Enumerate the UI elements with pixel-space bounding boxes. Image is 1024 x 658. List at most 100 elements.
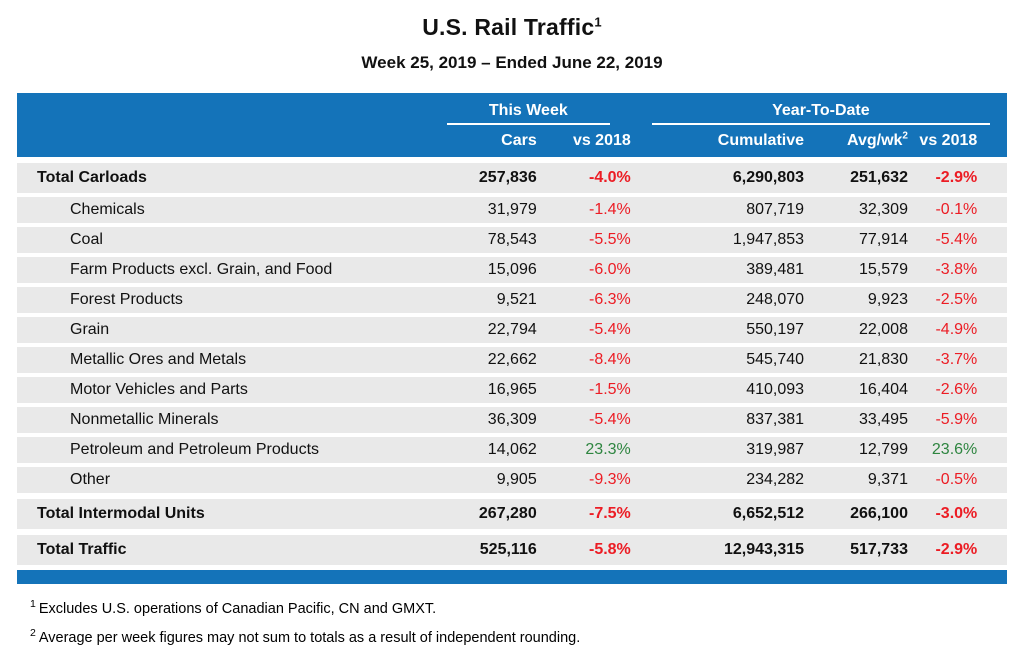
category-label: Nonmetallic Minerals xyxy=(70,411,219,428)
cell-avg-per-week: 33,495 xyxy=(859,411,908,428)
cell-vs2018-week: -6.0% xyxy=(588,261,631,278)
cell-vs2018-week: 23.3% xyxy=(585,441,631,458)
cell-cumulative: 6,652,512 xyxy=(732,505,805,522)
cell-vs2018-week: -1.5% xyxy=(588,381,631,398)
table-row: Motor Vehicles and Parts 16,965 -1.5% 41… xyxy=(17,377,1007,403)
cell-category: Coal xyxy=(17,231,433,249)
cell-vs2018-week: -5.4% xyxy=(588,411,631,428)
cell-vs2018-week: -6.3% xyxy=(588,291,631,308)
cell-cars: 15,096 xyxy=(487,261,537,278)
cell-vs2018-ytd: 23.6% xyxy=(931,441,978,458)
table-row: Petroleum and Petroleum Products 14,062 … xyxy=(17,437,1007,463)
cell-vs2018-week: -4.0% xyxy=(588,169,631,186)
category-label: Other xyxy=(70,471,111,488)
table-row: Total Traffic 525,116 -5.8% 12,943,315 5… xyxy=(17,535,1007,565)
cell-cumulative: 6,290,803 xyxy=(732,169,805,186)
cell-cars: 257,836 xyxy=(478,169,537,186)
rail-traffic-table: This Week Year-To-Date Cars vs 2018 Cumu… xyxy=(17,93,1007,584)
cell-category: Other xyxy=(17,471,433,489)
cell-vs2018-ytd: -2.6% xyxy=(935,381,978,398)
category-label: Chemicals xyxy=(70,201,145,218)
category-label: Petroleum and Petroleum Products xyxy=(70,441,320,458)
cell-category: Metallic Ores and Metals xyxy=(17,351,433,369)
group-header-row: This Week Year-To-Date xyxy=(17,93,1007,125)
table-row: Forest Products 9,521 -6.3% 248,070 9,92… xyxy=(17,287,1007,313)
cell-vs2018-ytd: -3.0% xyxy=(935,505,978,522)
cell-vs2018-ytd: -0.1% xyxy=(935,201,978,218)
page-title: U.S. Rail Traffic1 xyxy=(0,0,1024,41)
cell-avg-per-week: 15,579 xyxy=(859,261,908,278)
cell-vs2018-week: -1.4% xyxy=(588,201,631,218)
cell-avg-per-week: 16,404 xyxy=(859,381,908,398)
column-header-row: Cars vs 2018 Cumulative Avg/wk2 vs 2018 xyxy=(17,125,1007,157)
footnote-2-marker: 2 xyxy=(30,626,36,639)
cell-avg-per-week: 517,733 xyxy=(850,541,908,558)
cell-avg-per-week: 32,309 xyxy=(859,201,908,218)
cell-vs2018-ytd: -4.9% xyxy=(935,321,978,338)
page-title-text: U.S. Rail Traffic xyxy=(422,14,595,40)
category-label: Coal xyxy=(70,231,103,248)
cell-vs2018-ytd: -0.5% xyxy=(935,471,978,488)
cell-cumulative: 545,740 xyxy=(746,351,805,368)
footnote-1-marker: 1 xyxy=(30,598,36,611)
cell-cars: 31,979 xyxy=(487,201,537,218)
cell-vs2018-ytd: -2.9% xyxy=(935,169,978,186)
cell-avg-per-week: 12,799 xyxy=(859,441,908,458)
title-footnote-marker: 1 xyxy=(594,14,602,30)
table-row: Chemicals 31,979 -1.4% 807,719 32,309 -0… xyxy=(17,197,1007,223)
avg-wk-footnote-marker: 2 xyxy=(902,130,908,142)
table-row: Grain 22,794 -5.4% 550,197 22,008 -4.9% xyxy=(17,317,1007,343)
cell-cars: 9,521 xyxy=(496,291,537,308)
table-bottom-bar xyxy=(17,570,1007,584)
table-row: Total Carloads 257,836 -4.0% 6,290,803 2… xyxy=(17,163,1007,193)
cell-vs2018-week: -8.4% xyxy=(588,351,631,368)
cell-cumulative: 248,070 xyxy=(746,291,805,308)
page-subtitle: Week 25, 2019 – Ended June 22, 2019 xyxy=(361,53,663,72)
footnote-1-text: Excludes U.S. operations of Canadian Pac… xyxy=(38,601,437,617)
category-label: Farm Products excl. Grain, and Food xyxy=(70,261,333,278)
footnote-2-text: Average per week figures may not sum to … xyxy=(38,629,581,646)
footnote-1: 1 Excludes U.S. operations of Canadian Pa… xyxy=(30,599,580,621)
cell-cars: 36,309 xyxy=(487,411,537,428)
category-label: Metallic Ores and Metals xyxy=(70,351,247,368)
category-label: Motor Vehicles and Parts xyxy=(70,381,248,398)
category-label: Total Carloads xyxy=(37,169,147,186)
cell-vs2018-ytd: -3.7% xyxy=(935,351,978,368)
cell-category: Nonmetallic Minerals xyxy=(17,411,433,429)
col-header-vs2018-week: vs 2018 xyxy=(572,132,631,149)
cell-category: Motor Vehicles and Parts xyxy=(17,381,433,399)
cell-category: Total Carloads xyxy=(17,169,433,187)
footnotes: 1 Excludes U.S. operations of Canadian Pa… xyxy=(30,592,580,650)
cell-cars: 9,905 xyxy=(496,471,537,488)
cell-category: Total Intermodal Units xyxy=(17,505,433,523)
cell-avg-per-week: 266,100 xyxy=(850,505,908,522)
col-header-avg-per-week: Avg/wk2 xyxy=(804,130,908,150)
cell-category: Chemicals xyxy=(17,201,433,219)
table-row: Total Intermodal Units 267,280 -7.5% 6,6… xyxy=(17,499,1007,529)
cell-category: Petroleum and Petroleum Products xyxy=(17,441,433,459)
category-label: Total Intermodal Units xyxy=(37,505,205,522)
cell-vs2018-week: -5.8% xyxy=(588,541,631,558)
col-header-cumulative: Cumulative xyxy=(717,132,805,149)
cell-cars: 22,662 xyxy=(487,351,537,368)
cell-vs2018-week: -7.5% xyxy=(588,505,631,522)
col-header-cars: Cars xyxy=(501,132,537,149)
cell-avg-per-week: 77,914 xyxy=(859,231,908,248)
cell-cumulative: 234,282 xyxy=(746,471,805,488)
cell-cumulative: 807,719 xyxy=(746,201,805,218)
footnote-2: 2 Average per week figures may not sum to… xyxy=(30,628,580,650)
cell-vs2018-week: -5.4% xyxy=(588,321,631,338)
cell-cars: 16,965 xyxy=(487,381,537,398)
cell-cars: 14,062 xyxy=(487,441,537,458)
cell-cars: 22,794 xyxy=(487,321,537,338)
cell-cumulative: 410,093 xyxy=(746,381,805,398)
cell-avg-per-week: 21,830 xyxy=(859,351,908,368)
table-row: Farm Products excl. Grain, and Food 15,0… xyxy=(17,257,1007,283)
col-group-this-week: This Week xyxy=(446,102,610,125)
cell-category: Total Traffic xyxy=(17,541,433,559)
table-row: Coal 78,543 -5.5% 1,947,853 77,914 -5.4% xyxy=(17,227,1007,253)
cell-avg-per-week: 251,632 xyxy=(850,169,908,186)
cell-cars: 525,116 xyxy=(479,541,537,558)
avg-wk-label: Avg/wk xyxy=(846,132,903,149)
cell-cumulative: 837,381 xyxy=(746,411,805,428)
